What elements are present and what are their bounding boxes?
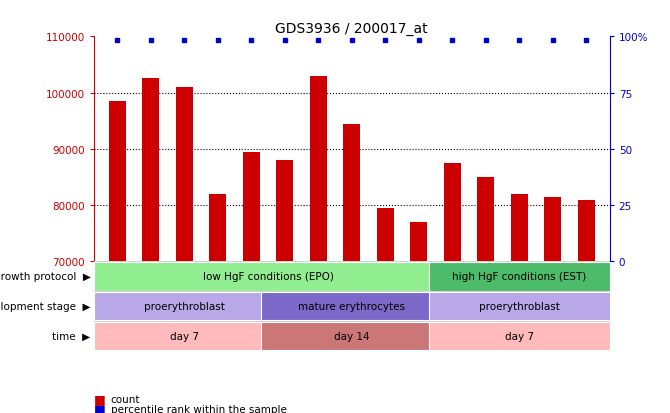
Bar: [176, 88, 193, 262]
Bar: [545, 197, 561, 262]
Bar: [94, 292, 275, 321]
Text: mature erythrocytes: mature erythrocytes: [298, 301, 405, 311]
Bar: [478, 178, 494, 262]
Bar: [429, 322, 610, 351]
Bar: [429, 262, 610, 291]
Text: count: count: [111, 394, 140, 404]
Bar: [109, 102, 126, 262]
Text: proerythroblast: proerythroblast: [479, 301, 559, 311]
Text: high HgF conditions (EST): high HgF conditions (EST): [452, 272, 586, 282]
Bar: [94, 262, 442, 291]
Text: ■: ■: [94, 402, 106, 413]
Bar: [377, 209, 394, 262]
Text: growth protocol  ▶: growth protocol ▶: [0, 272, 90, 282]
Bar: [261, 292, 442, 321]
Text: day 14: day 14: [334, 331, 370, 341]
Text: proerythroblast: proerythroblast: [144, 301, 224, 311]
Bar: [94, 322, 275, 351]
Bar: [429, 292, 610, 321]
Bar: [243, 152, 260, 262]
Text: day 7: day 7: [505, 331, 534, 341]
Title: GDS3936 / 200017_at: GDS3936 / 200017_at: [275, 22, 428, 36]
Bar: [344, 124, 360, 262]
Text: percentile rank within the sample: percentile rank within the sample: [111, 404, 287, 413]
Text: ■: ■: [94, 392, 106, 405]
Text: day 7: day 7: [170, 331, 199, 341]
Bar: [261, 322, 442, 351]
Bar: [310, 76, 327, 262]
Bar: [578, 200, 595, 262]
Text: development stage  ▶: development stage ▶: [0, 301, 90, 311]
Text: time  ▶: time ▶: [52, 331, 90, 341]
Bar: [277, 161, 293, 262]
Bar: [410, 223, 427, 262]
Text: low HgF conditions (EPO): low HgF conditions (EPO): [202, 272, 334, 282]
Bar: [444, 164, 461, 262]
Bar: [210, 195, 226, 262]
Bar: [511, 195, 528, 262]
Bar: [143, 79, 159, 262]
